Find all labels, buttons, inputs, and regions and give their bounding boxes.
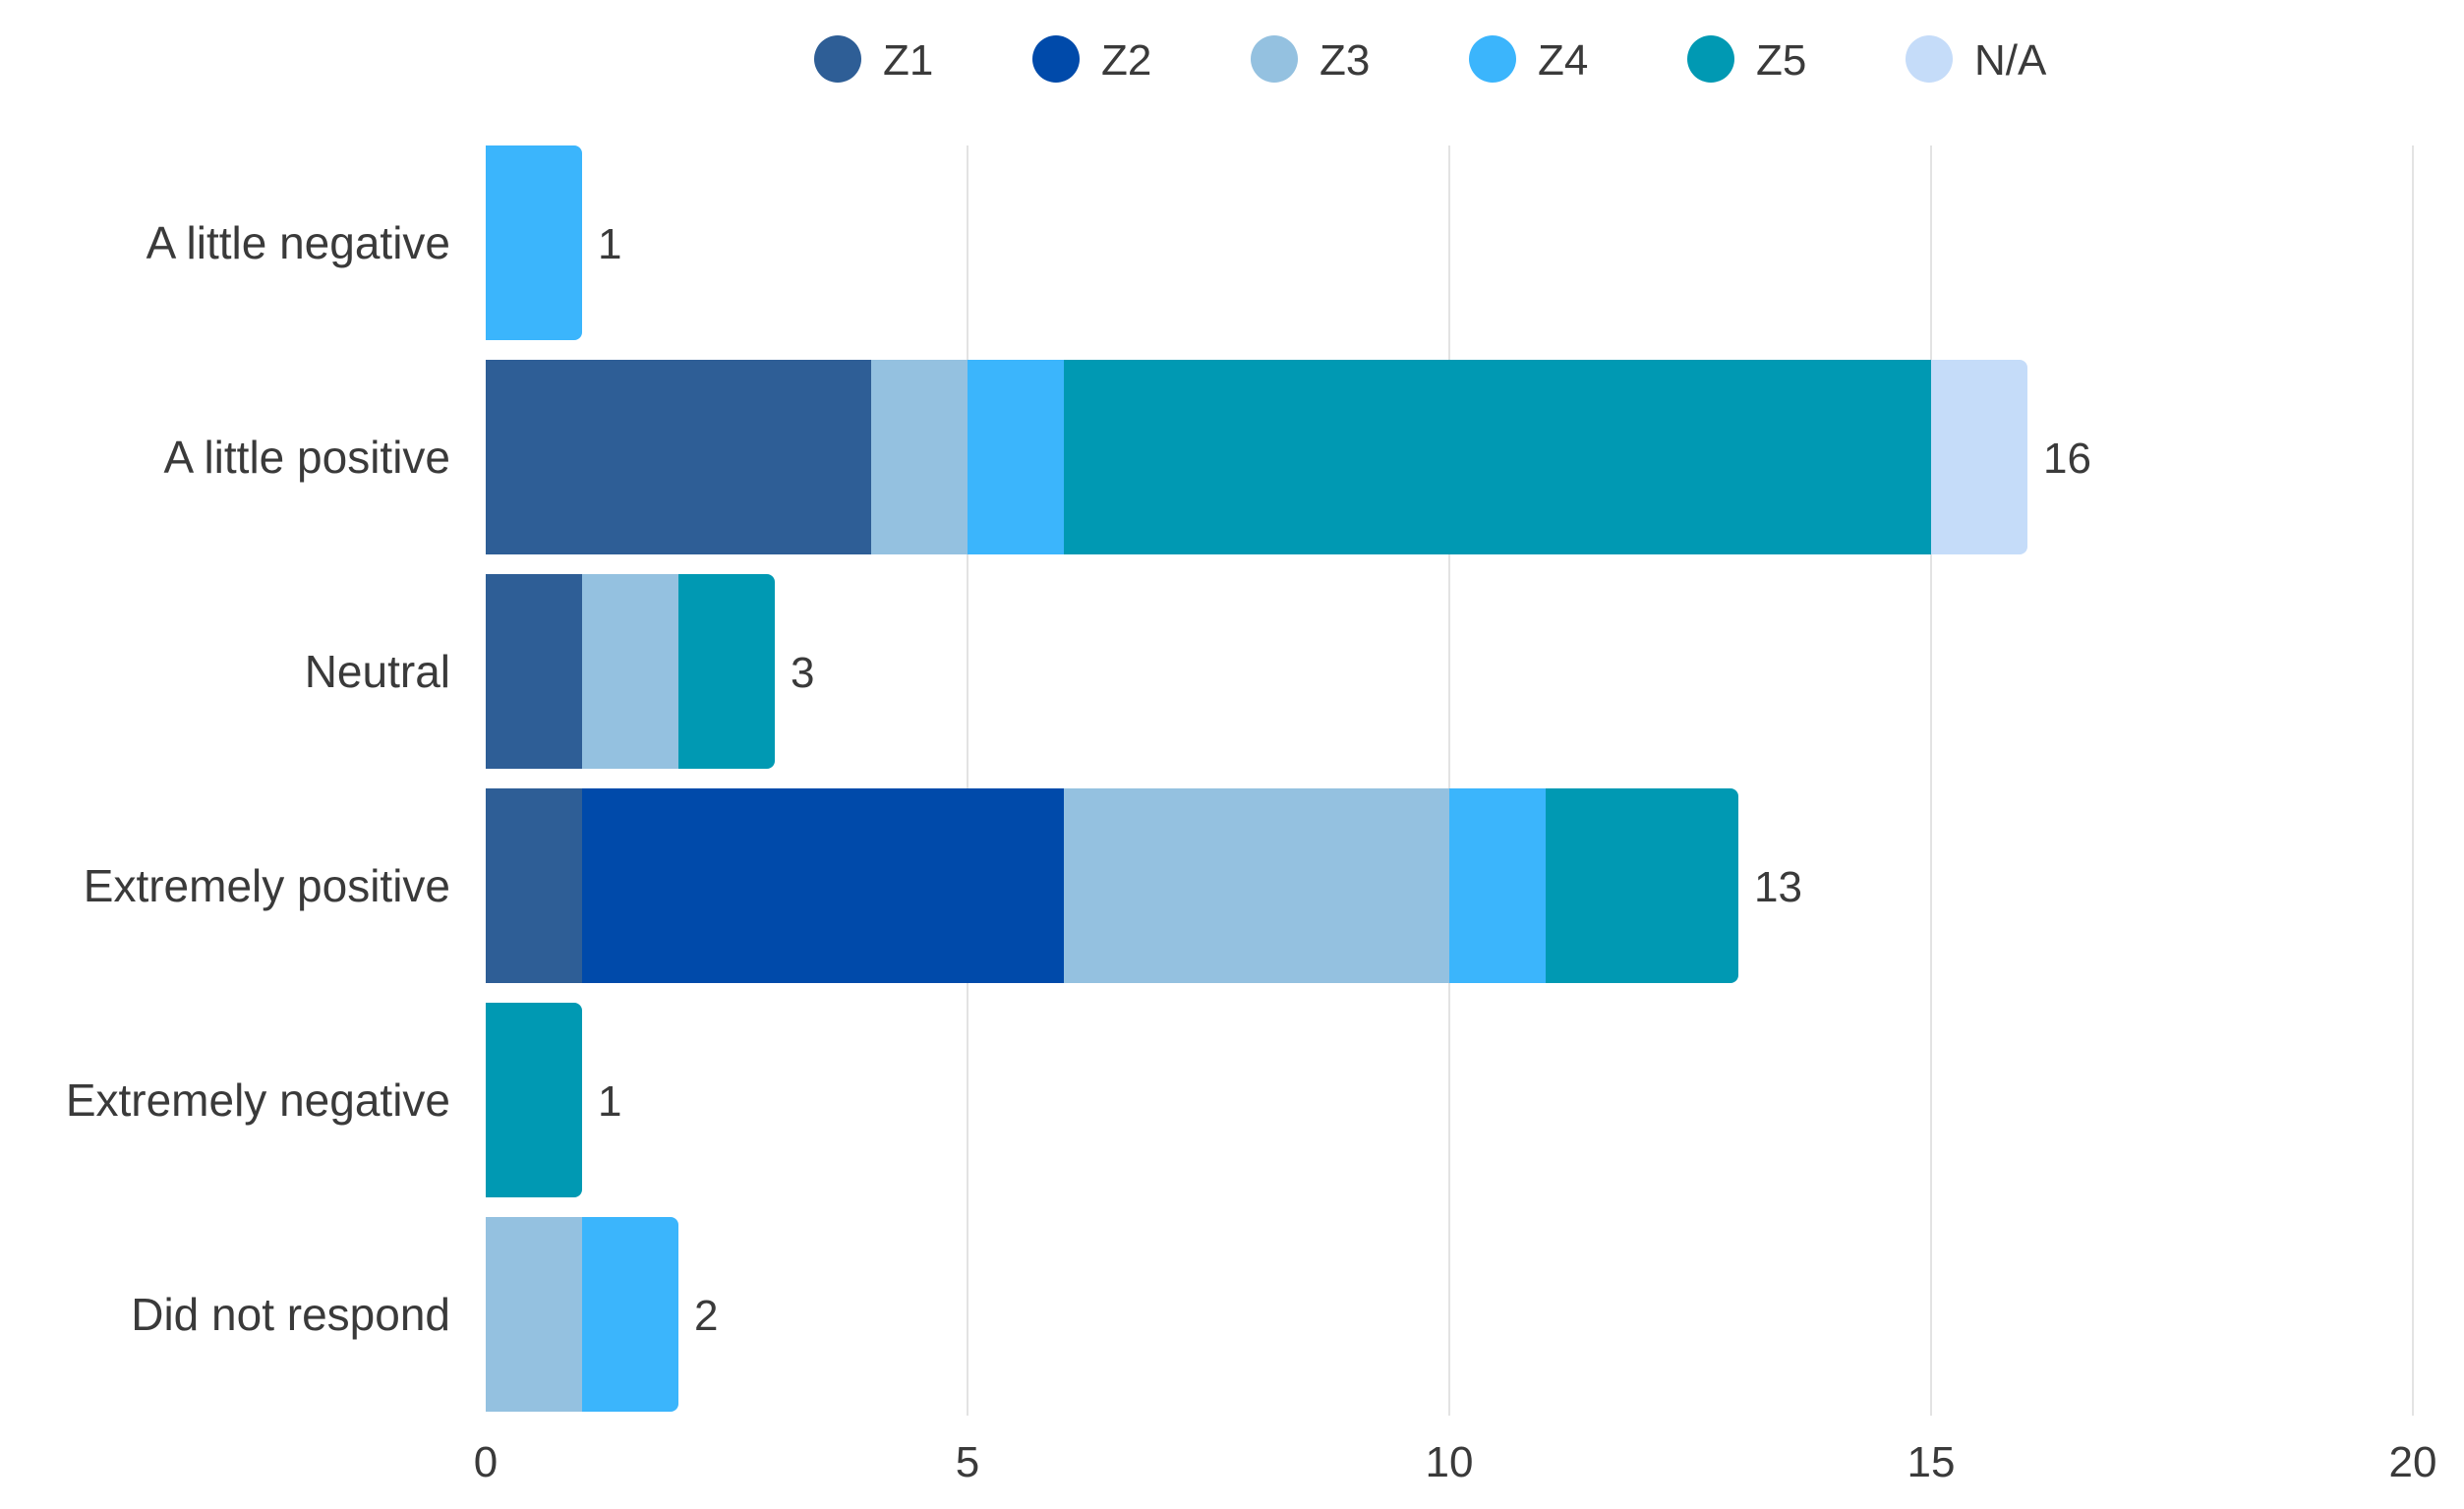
bar-segment-a-little-positive-z3 (871, 360, 968, 554)
x-tick-label-0: 0 (474, 1438, 498, 1486)
bar-a-little-negative (486, 145, 582, 340)
bar-did-not-respond (486, 1217, 678, 1412)
bar-extremely-positive (486, 788, 1738, 983)
total-label-did-not-respond: 2 (694, 1292, 718, 1340)
bar-neutral (486, 574, 775, 769)
legend-item-n-a[interactable]: N/A (1906, 35, 2047, 85)
category-label-did-not-respond: Did not respond (131, 1289, 450, 1340)
legend-swatch-z4 (1469, 35, 1516, 83)
total-label-extremely-negative: 1 (598, 1077, 621, 1126)
bar-total-labels: 1 16 3 13 1 2 (598, 220, 2091, 1340)
bar-extremely-negative (486, 1003, 582, 1197)
legend-swatch-z2 (1032, 35, 1080, 83)
bar-segment-extremely-positive-z3 (1064, 788, 1449, 983)
bar-segment-a-little-positive-z4 (968, 360, 1064, 554)
category-label-a-little-negative: A little negative (147, 217, 450, 268)
category-label-a-little-positive: A little positive (164, 432, 450, 483)
bar-segment-extremely-positive-z2 (582, 788, 1064, 983)
category-axis-labels: A little negative A little positive Neutra… (66, 217, 450, 1340)
chart-legend: Z1 Z2 Z3 Z4 Z5 N/A (814, 35, 2047, 85)
bar-segment-a-little-positive-z1 (486, 360, 871, 554)
legend-swatch-z5 (1687, 35, 1734, 83)
value-axis-ticks: 0 5 10 15 20 (474, 1438, 2437, 1486)
legend-label-n-a: N/A (1974, 36, 2047, 85)
bar-segment-neutral-z3 (582, 574, 678, 769)
total-label-extremely-positive: 13 (1754, 863, 1802, 911)
bar-segment-neutral-z1 (486, 574, 582, 769)
legend-swatch-n-a (1906, 35, 1953, 83)
bar-a-little-positive (486, 360, 2027, 554)
x-tick-label-15: 15 (1907, 1438, 1956, 1486)
legend-item-z2[interactable]: Z2 (1032, 35, 1151, 85)
bar-segment-a-little-positive-n-a (1931, 360, 2027, 554)
category-label-neutral: Neutral (305, 646, 450, 697)
total-label-a-little-positive: 16 (2043, 435, 2091, 483)
legend-label-z2: Z2 (1101, 36, 1151, 85)
legend-item-z1[interactable]: Z1 (814, 35, 933, 85)
legend-label-z3: Z3 (1320, 36, 1370, 85)
bar-segment-did-not-respond-z3 (486, 1217, 582, 1412)
x-tick-label-10: 10 (1426, 1438, 1474, 1486)
chart-gridlines (967, 145, 2414, 1416)
legend-item-z5[interactable]: Z5 (1687, 35, 1806, 85)
legend-item-z3[interactable]: Z3 (1251, 35, 1370, 85)
total-label-neutral: 3 (791, 649, 814, 697)
bar-segment-extremely-positive-z4 (1449, 788, 1546, 983)
bar-segment-extremely-positive-z5 (1546, 788, 1738, 983)
x-tick-label-20: 20 (2389, 1438, 2437, 1486)
bar-segment-neutral-z5 (678, 574, 775, 769)
bar-segment-extremely-negative-z5 (486, 1003, 582, 1197)
x-tick-label-5: 5 (956, 1438, 979, 1486)
legend-item-z4[interactable]: Z4 (1469, 35, 1588, 85)
bar-segment-did-not-respond-z4 (582, 1217, 678, 1412)
bar-segment-a-little-positive-z5 (1064, 360, 1931, 554)
category-label-extremely-negative: Extremely negative (66, 1074, 450, 1126)
legend-label-z1: Z1 (883, 36, 933, 85)
category-label-extremely-positive: Extremely positive (84, 860, 450, 911)
legend-label-z4: Z4 (1538, 36, 1588, 85)
legend-swatch-z3 (1251, 35, 1298, 83)
total-label-a-little-negative: 1 (598, 220, 621, 268)
legend-label-z5: Z5 (1756, 36, 1806, 85)
bar-segment-a-little-negative-z4 (486, 145, 582, 340)
legend-swatch-z1 (814, 35, 861, 83)
chart-bars (486, 145, 2027, 1412)
bar-segment-extremely-positive-z1 (486, 788, 582, 983)
